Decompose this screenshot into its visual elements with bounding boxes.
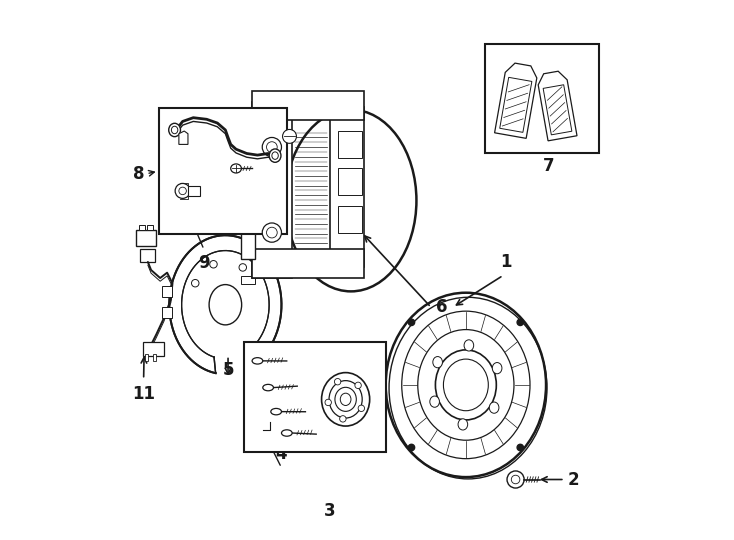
Ellipse shape (269, 149, 281, 163)
Text: 3: 3 (324, 503, 335, 521)
Polygon shape (495, 63, 537, 138)
Ellipse shape (192, 280, 199, 287)
Bar (241, 126, 255, 163)
Polygon shape (500, 77, 532, 132)
Circle shape (266, 227, 277, 238)
Circle shape (325, 399, 332, 406)
Bar (142, 342, 164, 355)
Circle shape (358, 405, 365, 411)
Ellipse shape (443, 359, 488, 411)
Ellipse shape (272, 152, 278, 159)
Bar (338, 131, 362, 158)
Text: 11: 11 (132, 385, 155, 403)
Polygon shape (538, 71, 577, 141)
Ellipse shape (430, 396, 440, 407)
Circle shape (335, 379, 341, 385)
Circle shape (355, 382, 361, 389)
Circle shape (517, 444, 523, 451)
Ellipse shape (341, 393, 351, 406)
Ellipse shape (210, 260, 217, 268)
Polygon shape (179, 131, 188, 144)
Circle shape (517, 319, 523, 326)
Text: 9: 9 (198, 254, 210, 272)
Ellipse shape (169, 123, 181, 137)
Polygon shape (170, 235, 281, 373)
Circle shape (262, 223, 281, 242)
Bar (140, 248, 156, 262)
Circle shape (283, 130, 297, 143)
Circle shape (266, 141, 277, 152)
Ellipse shape (281, 430, 292, 436)
Ellipse shape (385, 293, 546, 477)
Bar (153, 354, 156, 361)
Bar (241, 276, 255, 285)
Ellipse shape (329, 381, 362, 418)
Text: 4: 4 (276, 446, 287, 463)
Circle shape (408, 444, 415, 451)
Text: 1: 1 (500, 253, 512, 271)
Ellipse shape (493, 362, 502, 374)
Ellipse shape (490, 402, 499, 413)
Polygon shape (543, 85, 572, 135)
Bar (330, 107, 364, 267)
Text: 10: 10 (263, 197, 286, 215)
Ellipse shape (252, 357, 263, 364)
Circle shape (408, 319, 415, 326)
Bar (484, 44, 600, 153)
Bar (145, 354, 148, 361)
Ellipse shape (464, 340, 473, 351)
Text: 2: 2 (567, 470, 579, 489)
Ellipse shape (271, 408, 281, 415)
Circle shape (179, 187, 186, 194)
Ellipse shape (335, 387, 356, 411)
Circle shape (175, 184, 190, 198)
Ellipse shape (418, 329, 514, 440)
Ellipse shape (321, 373, 370, 426)
Bar (161, 286, 172, 296)
Bar (338, 168, 362, 195)
Bar (241, 222, 255, 259)
Ellipse shape (286, 110, 416, 292)
Bar (147, 225, 153, 230)
Bar (188, 186, 200, 196)
Bar (159, 108, 287, 234)
Text: 6: 6 (437, 299, 448, 316)
Bar (161, 307, 172, 318)
Ellipse shape (172, 126, 178, 134)
Ellipse shape (458, 419, 468, 430)
Circle shape (507, 471, 524, 488)
Bar (244, 342, 385, 452)
Circle shape (262, 138, 281, 157)
Bar (136, 230, 156, 246)
Ellipse shape (239, 264, 247, 271)
Bar (139, 225, 145, 230)
Bar (338, 206, 362, 233)
Ellipse shape (263, 384, 274, 391)
Ellipse shape (230, 164, 241, 173)
Ellipse shape (209, 285, 241, 325)
Circle shape (340, 416, 346, 422)
Text: 8: 8 (133, 165, 144, 183)
Bar (252, 248, 364, 278)
Ellipse shape (433, 356, 443, 368)
Text: 5: 5 (222, 361, 234, 379)
Circle shape (512, 475, 520, 484)
Bar (252, 102, 292, 278)
Bar (252, 91, 364, 120)
Text: 7: 7 (543, 157, 554, 175)
Ellipse shape (435, 350, 496, 420)
